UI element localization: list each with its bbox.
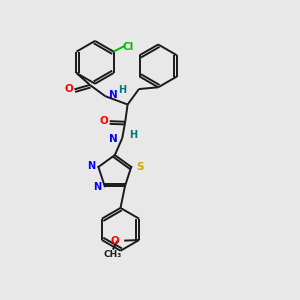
- Text: N: N: [109, 134, 118, 144]
- Text: O: O: [110, 236, 119, 246]
- Text: N: N: [109, 90, 118, 100]
- Text: S: S: [136, 162, 144, 172]
- Text: Cl: Cl: [123, 42, 134, 52]
- Text: O: O: [100, 116, 108, 126]
- Text: N: N: [87, 161, 95, 171]
- Text: H: H: [129, 130, 137, 140]
- Text: H: H: [118, 85, 126, 95]
- Text: N: N: [94, 182, 102, 192]
- Text: O: O: [64, 84, 73, 94]
- Text: CH₃: CH₃: [103, 250, 122, 260]
